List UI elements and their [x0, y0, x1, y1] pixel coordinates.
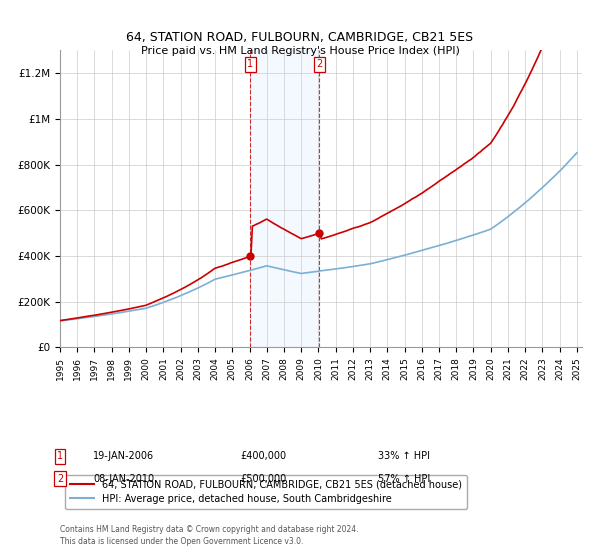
Text: Price paid vs. HM Land Registry's House Price Index (HPI): Price paid vs. HM Land Registry's House …	[140, 46, 460, 56]
Legend: 64, STATION ROAD, FULBOURN, CAMBRIDGE, CB21 5ES (detached house), HPI: Average p: 64, STATION ROAD, FULBOURN, CAMBRIDGE, C…	[65, 475, 467, 508]
Text: 33% ↑ HPI: 33% ↑ HPI	[378, 451, 430, 461]
Text: 64, STATION ROAD, FULBOURN, CAMBRIDGE, CB21 5ES: 64, STATION ROAD, FULBOURN, CAMBRIDGE, C…	[127, 31, 473, 44]
Text: 08-JAN-2010: 08-JAN-2010	[93, 474, 154, 484]
Text: Contains HM Land Registry data © Crown copyright and database right 2024.
This d: Contains HM Land Registry data © Crown c…	[60, 525, 359, 546]
Text: £500,000: £500,000	[240, 474, 286, 484]
Text: 2: 2	[57, 474, 63, 484]
Text: 2: 2	[316, 59, 322, 69]
Text: 19-JAN-2006: 19-JAN-2006	[93, 451, 154, 461]
Text: £400,000: £400,000	[240, 451, 286, 461]
Text: 1: 1	[247, 59, 253, 69]
Bar	[250, 50, 319, 347]
Text: 57% ↑ HPI: 57% ↑ HPI	[378, 474, 430, 484]
Text: 1: 1	[57, 451, 63, 461]
